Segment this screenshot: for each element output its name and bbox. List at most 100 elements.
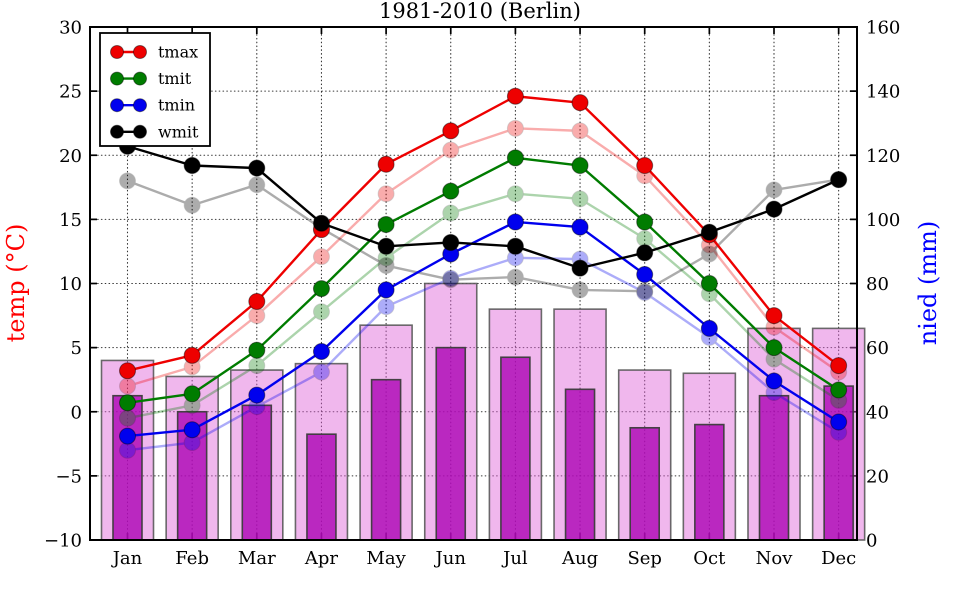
point-tmit_ref-Mar [248,357,266,375]
y-tick-left-5: 5 [71,338,82,359]
y-tick-right-140: 140 [866,82,900,103]
point-tmin-Apr [312,342,330,360]
point-tmit-Apr [312,280,330,298]
y-tick-right-20: 20 [866,466,889,487]
point-tmit_ref-Sep [636,230,654,248]
bar-dark-Dec [823,385,854,541]
point-wmit-Sep [636,244,654,262]
point-tmin-May [377,281,395,299]
legend-item-tmax: tmax [110,43,198,62]
y-tick-left-25: 25 [59,82,82,103]
chart-title: 1981-2010 (Berlin) [379,0,581,23]
legend-label-tmin: tmin [158,96,195,115]
point-tmit_ref-Jun [442,204,460,222]
point-tmax_ref-Mar [248,307,266,325]
series-tmax_ref [119,119,848,395]
point-wmit_ref-Jul [506,268,524,286]
bar-dark-Oct [694,423,725,541]
series-wmit_ref-line [127,178,839,293]
bar-dark-Nov [758,394,790,541]
legend-marker-tmit [110,71,124,86]
bar-dark-Mar [241,404,273,541]
right-axis-label: nied (mm) [914,221,942,346]
legend-item-tmit: tmit [110,69,192,88]
series-tmax_ref-line [127,127,840,388]
series-tmit_ref-line [127,192,840,420]
point-wmit-Feb [183,157,201,175]
y-tick-right-60: 60 [866,338,889,359]
point-tmax-Aug [571,94,589,112]
point-wmit_ref-Mar [248,176,266,194]
point-wmit_ref-Aug [571,281,589,299]
series-wmit [119,137,848,277]
series-tmit_ref [119,185,848,427]
point-tmax-May [377,155,395,173]
y-tick-right-0: 0 [866,531,877,552]
bar-dark-Jul [500,356,531,541]
point-wmit-Jul [506,237,524,255]
series-tmax [119,87,848,380]
x-tick-Oct: Oct [693,548,726,569]
bar-dark-Jun [435,346,467,541]
y-tick-right-120: 120 [866,146,900,167]
point-tmit_ref-Jan [119,409,136,427]
x-tick-May: May [366,548,406,569]
point-tmax-Sep [636,157,654,175]
x-tick-Nov: Nov [756,548,794,569]
y-tick-right-80: 80 [866,274,889,295]
y-tick-right-160: 160 [866,18,900,39]
y-tick-left-20: 20 [59,146,82,167]
point-tmin-Nov [765,372,783,390]
point-tmit_ref-Apr [312,303,330,321]
plot-frame [89,26,858,541]
point-tmit-Dec [830,381,848,399]
x-tick-Apr: Apr [304,548,339,569]
point-tmax_ref-Apr [312,248,330,266]
y-tick-left--5: −5 [55,466,82,487]
legend-marker-tmax [110,45,124,59]
legend-item-wmit: wmit [110,122,199,141]
point-wmit-Aug [571,259,589,277]
legend-label-wmit: wmit [158,122,199,141]
bar-dark-Aug [564,388,596,541]
y-tick-right-40: 40 [866,402,889,423]
x-tick-Jun: Jun [434,548,467,569]
series-tmit-line [127,156,840,404]
point-tmax-Mar [248,292,266,310]
point-tmin-Aug [571,218,589,236]
point-wmit_ref-Jan [119,172,136,190]
y-tick-left--10: −10 [44,531,82,552]
legend-marker-tmit [133,71,147,86]
point-tmit_ref-Jul [506,185,524,203]
x-tick-Dec: Dec [821,548,856,569]
y-tick-right-100: 100 [866,210,900,231]
y-tick-left-15: 15 [59,210,82,231]
point-wmit-Dec [830,171,848,189]
series-tmin-line [127,220,840,438]
point-tmax-Jan [119,362,136,380]
bar-dark-May [370,378,402,541]
x-tick-Jan: Jan [111,548,143,569]
point-tmax_ref-May [377,185,395,203]
x-tick-Feb: Feb [175,548,209,569]
point-tmit-Sep [636,213,654,231]
y-tick-left-0: 0 [71,402,82,423]
series-tmax-line [127,95,840,372]
point-tmax-Dec [830,357,848,375]
x-tick-Sep: Sep [627,548,662,569]
legend-label-tmit: tmit [158,69,192,88]
point-tmax_ref-Aug [571,122,589,140]
point-tmin_ref-Sep [636,283,654,301]
series-wmit-line [127,145,840,270]
point-wmit_ref-Jun [442,271,460,289]
point-tmit-Jul [506,149,524,167]
point-tmit_ref-Aug [571,190,589,208]
point-tmit-Mar [248,341,266,359]
x-tick-Mar: Mar [238,548,276,569]
point-tmit-Oct [700,275,718,292]
series-tmin_ref-line [127,256,840,452]
point-tmit-Jun [442,182,460,200]
point-wmit-Mar [248,159,266,177]
y-tick-left-10: 10 [59,274,82,295]
